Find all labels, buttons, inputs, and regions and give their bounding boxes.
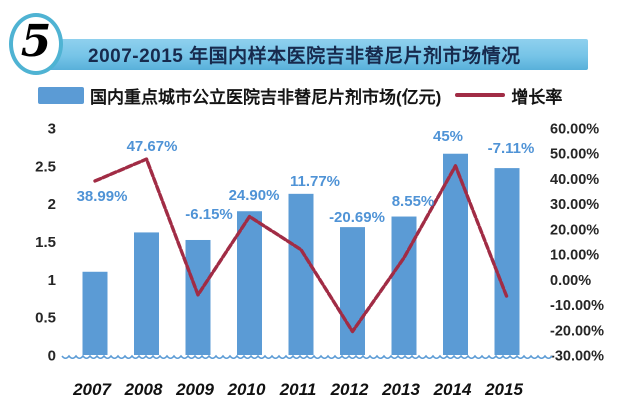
- right-axis-tick: -30.00%: [550, 349, 604, 365]
- growth-label-2010: 24.90%: [229, 187, 280, 204]
- right-axis-tick: -20.00%: [550, 323, 604, 339]
- x-axis-label-2013: 2013: [381, 380, 420, 399]
- x-axis-label-2011: 2011: [279, 380, 317, 399]
- left-axis-tick: 3: [48, 121, 56, 138]
- left-axis-tick: 2.5: [35, 158, 56, 175]
- growth-label-2012: -20.69%: [329, 209, 385, 226]
- bar-series-swatch-icon: [38, 86, 84, 104]
- left-axis-tick: 0.5: [35, 310, 56, 327]
- x-axis-label-2014: 2014: [433, 380, 472, 399]
- line-series-swatch-icon: [455, 93, 506, 97]
- bar-2010: [237, 211, 262, 355]
- x-axis-label-2015: 2015: [484, 380, 523, 399]
- bar-2009: [185, 239, 211, 355]
- right-axis-tick: -10.00%: [550, 298, 604, 314]
- title-bar: 2007-2015 年国内样本医院吉非替尼片剂市场情况: [30, 39, 588, 70]
- x-axis-label-2007: 2007: [72, 380, 112, 399]
- right-axis-tick: 0.00%: [550, 273, 591, 289]
- right-axis-tick: 60.00%: [550, 122, 599, 138]
- bar-2011: [288, 193, 314, 355]
- left-axis-tick: 0: [48, 348, 56, 365]
- bar-2015: [494, 168, 520, 355]
- right-axis-tick: 10.00%: [550, 248, 599, 264]
- bar-2012: [340, 227, 365, 355]
- right-axis-tick: 30.00%: [550, 197, 599, 213]
- growth-rate-line: [93, 157, 509, 334]
- left-axis-tick: 1.5: [35, 234, 56, 251]
- x-axis-label-2012: 2012: [330, 380, 369, 399]
- badge-number: 5: [20, 16, 52, 67]
- right-axis-tick: 20.00%: [550, 222, 599, 238]
- bar-2008: [134, 232, 159, 355]
- x-axis-label-2010: 2010: [227, 380, 266, 399]
- bar-2007: [82, 271, 108, 355]
- growth-label-2008: 47.67%: [127, 138, 178, 155]
- bar-2013: [391, 216, 417, 355]
- left-axis-tick: 1: [48, 272, 56, 289]
- chart-legend: 国内重点城市公立医院吉非替尼片剂市场(亿元) 增长率: [38, 84, 628, 107]
- growth-label-2009: -6.15%: [185, 206, 233, 223]
- growth-label-2013: 8.55%: [392, 193, 435, 210]
- bar-series-label: 国内重点城市公立医院吉非替尼片剂市场(亿元): [90, 87, 442, 107]
- growth-label-2015: -7.11%: [488, 140, 535, 157]
- growth-label-2014: 45%: [433, 128, 463, 145]
- line-series-label: 增长率: [511, 87, 563, 107]
- page-title: 2007-2015 年国内样本医院吉非替尼片剂市场情况: [88, 46, 521, 67]
- x-axis-label-2008: 2008: [124, 380, 163, 399]
- growth-label-2011: 11.77%: [290, 173, 340, 190]
- x-axis-label-2009: 2009: [175, 380, 214, 399]
- combo-chart: 3 2.5 2 1.5 1 0.5 0 60.00% 50.00% 40.00% 30.00% 20.…: [35, 121, 604, 400]
- right-axis-tick: 40.00%: [550, 172, 599, 188]
- right-axis-tick: 50.00%: [550, 147, 599, 163]
- left-axis-tick: 2: [48, 196, 56, 213]
- wavy-baseline: [61, 354, 553, 360]
- section-number-badge: 5: [9, 13, 63, 75]
- growth-label-2007: 38.99%: [77, 188, 128, 205]
